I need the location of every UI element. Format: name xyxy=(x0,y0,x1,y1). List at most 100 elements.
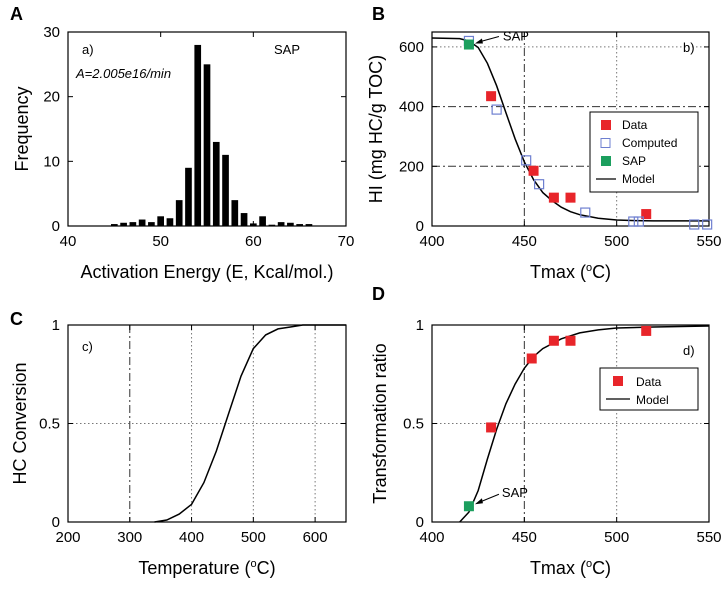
histogram-bar xyxy=(222,154,229,226)
sap-point xyxy=(463,501,474,512)
panel-subtitle: a) xyxy=(82,42,94,57)
computed-point xyxy=(534,179,545,190)
plot-frame xyxy=(431,31,710,227)
histogram-bar xyxy=(240,213,248,226)
x-axis-label: Activation Energy (E, Kcal/mol.) xyxy=(80,262,333,282)
y-tick-label: 400 xyxy=(399,99,424,116)
histogram-bar xyxy=(203,64,211,226)
sap-label: SAP xyxy=(503,29,529,44)
plot-frame xyxy=(431,324,710,523)
data-point xyxy=(548,192,559,203)
histogram-bar xyxy=(277,222,285,226)
computed-point xyxy=(491,104,502,115)
legend-marker xyxy=(601,156,611,166)
legend-box xyxy=(599,367,699,411)
panel-letter: A xyxy=(10,4,23,24)
x-axis-label-unit: C) xyxy=(592,558,611,578)
data-point xyxy=(641,209,652,220)
panel-letter: B xyxy=(372,4,385,24)
data-point xyxy=(565,192,576,203)
y-axis-label: HC Conversion xyxy=(10,362,30,484)
panel-C: 200 300 400 500 600 0 0.5 1 Cc) Temperature (oC) H… xyxy=(10,309,347,578)
histogram-bar xyxy=(287,222,294,226)
x-axis-label-text: Temperature ( xyxy=(138,558,250,578)
x-tick-label: 600 xyxy=(303,529,328,546)
y-tick-label: 0 xyxy=(52,218,60,235)
y-axis-label: Transformation ratio xyxy=(370,343,390,503)
panel-letter: C xyxy=(10,309,23,329)
legend-label: Data xyxy=(622,118,648,132)
panel-letter: D xyxy=(372,284,385,304)
sap-label: SAP xyxy=(502,485,528,500)
panel-subtitle: c) xyxy=(82,339,93,354)
legend: Data Computed SAP Model xyxy=(589,111,699,193)
histogram-bar xyxy=(296,224,304,226)
legend-marker xyxy=(601,120,611,130)
activation-note: A=2.005e16/min xyxy=(75,66,171,81)
panel-subtitle: d) xyxy=(683,343,695,358)
y-axis-label: HI (mg HC/g TOC) xyxy=(366,55,386,203)
histogram-bar xyxy=(157,216,165,226)
histogram-bar xyxy=(259,216,266,226)
y-tick-label: 1 xyxy=(416,317,424,334)
computed-point xyxy=(633,216,644,227)
x-tick-label: 50 xyxy=(152,233,169,250)
legend-label: Data xyxy=(636,375,662,389)
x-tick-label: 300 xyxy=(117,529,142,546)
x-tick-label: 40 xyxy=(60,233,77,250)
sap-annotation: SAP xyxy=(274,42,300,57)
x-axis-label: Tmax (oC) xyxy=(530,558,611,578)
x-tick-label: 550 xyxy=(696,233,721,250)
histogram-bar xyxy=(185,167,192,226)
legend-label: Model xyxy=(622,172,655,186)
x-tick-label: 500 xyxy=(604,529,629,546)
data-point xyxy=(526,353,537,364)
histogram-bar xyxy=(175,200,183,226)
histogram-bar xyxy=(138,219,146,226)
histogram-bar xyxy=(148,222,155,226)
x-axis-label: Tmax (oC) xyxy=(530,262,611,282)
legend-label: Model xyxy=(636,393,669,407)
legend-marker xyxy=(600,138,611,148)
x-axis-label-text: Tmax ( xyxy=(530,262,586,282)
histogram-bar xyxy=(120,222,127,226)
x-axis-label-unit: C) xyxy=(592,262,611,282)
x-tick-label: 550 xyxy=(696,529,721,546)
y-tick-label: 0.5 xyxy=(39,416,60,433)
y-tick-label: 200 xyxy=(399,158,424,175)
histogram-bar xyxy=(166,218,174,226)
panel-D: 400 450 500 550 0 0.5 1 Dd) SAP Data Model Tmax (oC… xyxy=(370,284,722,578)
y-tick-label: 20 xyxy=(43,89,60,106)
computed-point xyxy=(521,155,532,166)
x-axis-label-degree: o xyxy=(586,262,592,274)
y-tick-label: 10 xyxy=(43,153,60,170)
panel-A: 40 50 60 70 0 10 20 30 Aa) SAP A=2.005e16/min Activ… xyxy=(10,4,354,282)
x-tick-label: 60 xyxy=(245,233,262,250)
histogram-bar xyxy=(268,224,276,226)
panel-subtitle: b) xyxy=(683,40,695,55)
x-tick-label: 450 xyxy=(512,529,537,546)
sap-arrowhead xyxy=(474,498,483,505)
y-axis-label: Frequency xyxy=(12,86,32,171)
x-tick-label: 400 xyxy=(179,529,204,546)
histogram-bar xyxy=(305,224,313,226)
y-tick-label: 0 xyxy=(416,514,424,531)
y-tick-label: 0 xyxy=(52,514,60,531)
x-axis-label-text: Tmax ( xyxy=(530,558,586,578)
legend-label: SAP xyxy=(622,154,646,168)
histogram-bar xyxy=(249,223,257,226)
data-point xyxy=(528,165,539,176)
legend: Data Model xyxy=(599,367,699,411)
legend-label: Computed xyxy=(622,136,677,150)
x-tick-label: 200 xyxy=(55,529,80,546)
conversion-curve xyxy=(154,324,346,523)
histogram-bar xyxy=(110,224,118,226)
data-point xyxy=(486,422,497,433)
y-tick-label: 600 xyxy=(399,39,424,56)
x-tick-label: 400 xyxy=(419,529,444,546)
computed-point xyxy=(628,216,639,227)
histogram-bar xyxy=(212,141,220,226)
x-axis-label: Temperature (oC) xyxy=(138,558,275,578)
computed-point xyxy=(580,207,591,218)
